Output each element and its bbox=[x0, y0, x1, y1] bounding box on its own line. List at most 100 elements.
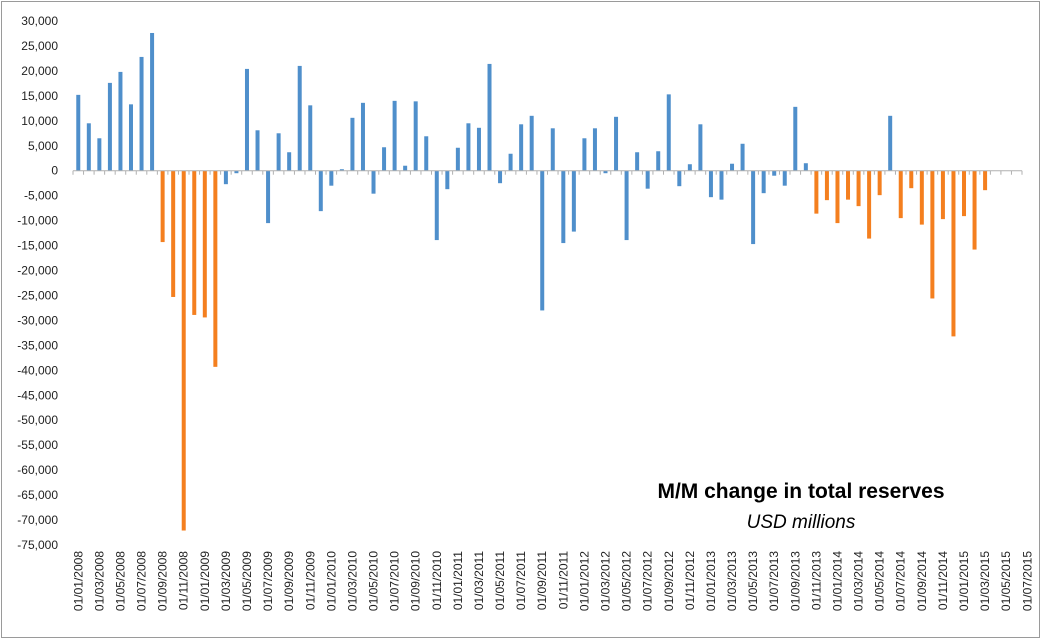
y-tick-label: 0 bbox=[51, 164, 58, 178]
x-tick-label: 01/05/2011 bbox=[493, 551, 507, 610]
x-tick-label: 01/11/2008 bbox=[177, 551, 191, 610]
bar bbox=[624, 170, 629, 241]
bar bbox=[97, 138, 102, 171]
y-tick-label: -55,000 bbox=[17, 438, 58, 452]
bar bbox=[86, 123, 91, 171]
bar bbox=[951, 170, 956, 337]
bar bbox=[614, 116, 619, 171]
bar bbox=[835, 170, 840, 224]
y-tick-label: -60,000 bbox=[17, 463, 58, 477]
bar bbox=[107, 82, 112, 171]
x-tick-label: 01/07/2011 bbox=[514, 551, 528, 610]
bar bbox=[160, 170, 165, 243]
bar bbox=[824, 170, 829, 201]
bar bbox=[350, 117, 355, 171]
y-tick-label: -15,000 bbox=[17, 239, 58, 253]
bar bbox=[150, 32, 155, 171]
x-tick-label: 01/05/2013 bbox=[746, 551, 760, 611]
y-tick-label: -25,000 bbox=[17, 288, 58, 302]
x-tick-label: 01/09/2010 bbox=[409, 551, 423, 611]
bar bbox=[139, 56, 144, 171]
bar bbox=[487, 63, 492, 171]
bar bbox=[571, 170, 576, 232]
bar bbox=[171, 170, 176, 297]
bar bbox=[687, 164, 692, 171]
y-tick-label: 5,000 bbox=[28, 139, 58, 153]
x-tick-label: 01/11/2010 bbox=[430, 551, 444, 610]
bar bbox=[550, 128, 555, 171]
bar bbox=[919, 170, 924, 225]
x-tick-label: 01/03/2013 bbox=[725, 551, 739, 611]
bar bbox=[424, 136, 429, 171]
bar bbox=[276, 133, 281, 171]
x-tick-label: 01/11/2009 bbox=[303, 551, 317, 610]
x-tick-label: 01/01/2012 bbox=[577, 551, 591, 611]
bar bbox=[128, 104, 133, 171]
bar bbox=[498, 170, 503, 184]
bar bbox=[846, 170, 851, 200]
bar bbox=[371, 170, 376, 194]
y-tick-label: 30,000 bbox=[21, 14, 58, 28]
y-tick-label: -10,000 bbox=[17, 214, 58, 228]
y-tick-label: -65,000 bbox=[17, 488, 58, 502]
bar bbox=[772, 170, 777, 176]
bar bbox=[782, 170, 787, 186]
x-tick-label: 01/09/2011 bbox=[535, 551, 549, 610]
bar bbox=[329, 170, 334, 186]
x-tick-label: 01/05/2015 bbox=[999, 551, 1013, 611]
bar bbox=[382, 147, 387, 171]
y-tick-label: 25,000 bbox=[21, 39, 58, 53]
x-tick-label: 01/03/2014 bbox=[852, 551, 866, 611]
bar bbox=[403, 165, 408, 171]
y-tick-label: 20,000 bbox=[21, 64, 58, 78]
bar bbox=[181, 170, 186, 531]
x-tick-label: 01/11/2013 bbox=[809, 551, 823, 610]
bar bbox=[76, 94, 81, 171]
x-tick-label: 01/07/2010 bbox=[388, 551, 402, 611]
bar bbox=[360, 102, 365, 171]
x-tick-label: 01/01/2010 bbox=[324, 551, 338, 611]
bar bbox=[730, 163, 735, 171]
bar bbox=[940, 170, 945, 220]
bar bbox=[677, 170, 682, 187]
x-tick-label: 01/07/2015 bbox=[1020, 551, 1034, 611]
bar bbox=[888, 115, 893, 171]
x-tick-label: 01/11/2012 bbox=[683, 551, 697, 610]
bar bbox=[592, 128, 597, 171]
bar bbox=[930, 170, 935, 299]
x-tick-label: 01/01/2011 bbox=[451, 551, 465, 610]
bar bbox=[909, 170, 914, 189]
y-tick-label: -30,000 bbox=[17, 313, 58, 327]
bar bbox=[413, 101, 418, 171]
bar bbox=[508, 153, 513, 171]
bar bbox=[287, 152, 292, 171]
x-tick-label: 01/07/2009 bbox=[261, 551, 275, 611]
x-tick-label: 01/07/2014 bbox=[894, 551, 908, 611]
x-tick-label: 01/01/2009 bbox=[198, 551, 212, 611]
bar bbox=[803, 163, 808, 171]
bar bbox=[983, 170, 988, 191]
bar bbox=[118, 71, 123, 171]
bar bbox=[635, 152, 640, 171]
x-tick-label: 01/01/2015 bbox=[957, 551, 971, 611]
x-tick-label: 01/11/2014 bbox=[936, 551, 950, 610]
bar bbox=[582, 138, 587, 171]
x-tick-label: 01/01/2014 bbox=[830, 551, 844, 611]
x-tick-label: 01/05/2009 bbox=[240, 551, 254, 611]
y-tick-label: -5,000 bbox=[24, 189, 58, 203]
bar bbox=[540, 170, 545, 311]
bar bbox=[898, 170, 903, 219]
bar bbox=[698, 124, 703, 171]
bar bbox=[244, 68, 249, 171]
y-axis-ticks: 30,000 25,000 20,000 15,000 10,000 5,000 0 -5,0… bbox=[17, 14, 58, 552]
bar bbox=[223, 170, 228, 185]
bar bbox=[867, 170, 872, 239]
bar bbox=[561, 170, 566, 244]
bar bbox=[666, 94, 671, 171]
x-tick-label: 01/11/2011 bbox=[556, 551, 570, 610]
bar bbox=[645, 170, 650, 189]
y-tick-label: -35,000 bbox=[17, 338, 58, 352]
